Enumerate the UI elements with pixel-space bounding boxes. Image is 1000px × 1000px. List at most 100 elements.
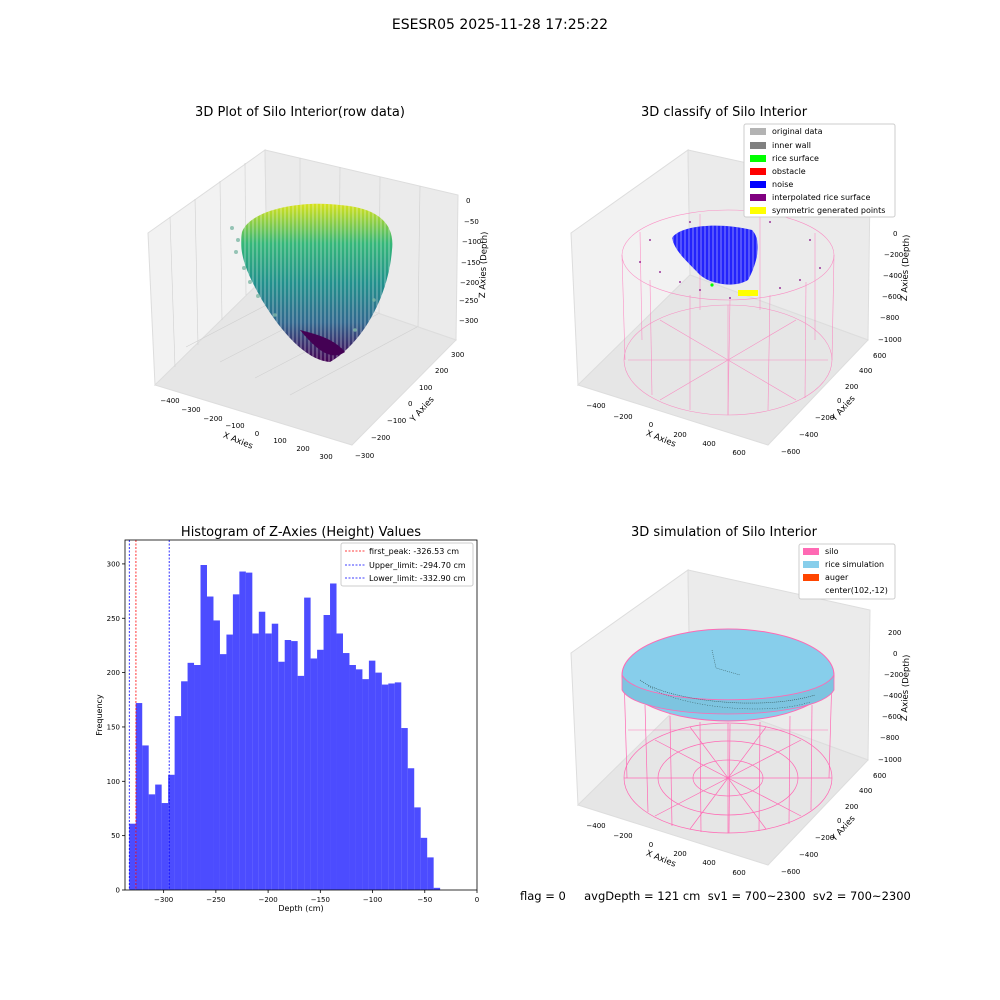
- svg-text:−200: −200: [613, 413, 632, 421]
- svg-text:0: 0: [837, 817, 841, 825]
- svg-text:−400: −400: [160, 397, 179, 405]
- x-tick-label: −150: [311, 896, 330, 904]
- classify-z-ticks: 0 −200 −400 −600 −800 −1000: [878, 230, 903, 344]
- x-tick-label: −100: [363, 896, 382, 904]
- simulation-rice-surface: [621, 628, 835, 722]
- histogram-bar: [252, 633, 259, 890]
- histogram-bar: [194, 665, 201, 890]
- histogram-bar: [342, 653, 350, 890]
- histogram-bar: [226, 634, 233, 890]
- svg-text:Upper_limit: -294.70 cm: Upper_limit: -294.70 cm: [369, 561, 466, 570]
- histogram-bar: [420, 837, 428, 890]
- svg-text:−400: −400: [883, 272, 902, 280]
- y-tick-label: 250: [107, 615, 120, 623]
- legend-swatch-auger: [803, 574, 819, 581]
- figure-title: ESESR05 2025-11-28 17:25:22: [391, 17, 609, 33]
- simulation-ylabel: Y Axies: [829, 813, 858, 844]
- svg-text:inner wall: inner wall: [772, 141, 811, 150]
- svg-text:0: 0: [837, 397, 841, 405]
- histogram-bar: [187, 662, 195, 890]
- histogram-bar: [271, 623, 279, 890]
- svg-text:0: 0: [255, 430, 259, 438]
- svg-text:auger: auger: [825, 573, 849, 582]
- svg-text:−200: −200: [884, 671, 903, 679]
- y-tick-label: 0: [116, 887, 120, 895]
- y-tick-label: 300: [107, 560, 120, 568]
- histogram-bar: [148, 794, 156, 890]
- histogram-bar: [291, 641, 298, 890]
- histogram-bar: [427, 857, 434, 890]
- svg-text:200: 200: [296, 445, 309, 453]
- svg-text:300: 300: [319, 453, 332, 461]
- svg-text:−100: −100: [225, 422, 244, 430]
- histogram-vlines: [128, 540, 170, 890]
- svg-text:600: 600: [732, 449, 745, 457]
- histogram-bar: [245, 572, 253, 890]
- svg-text:−200: −200: [460, 279, 479, 287]
- classify-legend: original data inner wall rice surface ob…: [743, 123, 896, 218]
- histogram-bar: [168, 774, 175, 890]
- svg-text:0: 0: [893, 650, 897, 658]
- svg-text:−800: −800: [880, 314, 899, 322]
- svg-text:−1000: −1000: [878, 336, 902, 344]
- svg-text:0: 0: [893, 230, 897, 238]
- raw-x-ticks: −400 −300 −200 −100 0 100 200 300: [160, 397, 332, 461]
- svg-text:400: 400: [702, 440, 715, 448]
- svg-text:−1000: −1000: [878, 756, 902, 764]
- legend-swatch-noise: [750, 181, 766, 188]
- svg-text:silo: silo: [825, 547, 839, 556]
- histogram-bar: [310, 658, 318, 890]
- histogram-xlabel: Depth (cm): [278, 904, 323, 913]
- classify-noise-points: [672, 225, 758, 285]
- histogram-bar: [362, 679, 369, 890]
- x-tick-label: −300: [154, 896, 173, 904]
- svg-text:−800: −800: [880, 734, 899, 742]
- classify-zlabel: Z Axies (Depth): [900, 234, 912, 301]
- svg-text:−150: −150: [461, 259, 480, 267]
- x-tick-label: −50: [417, 896, 432, 904]
- svg-text:−400: −400: [586, 822, 605, 830]
- svg-text:noise: noise: [772, 180, 793, 189]
- histogram-bar: [200, 565, 207, 890]
- simulation-legend: silo rice simulation auger center(102,-1…: [798, 543, 896, 600]
- raw-zlabel: Z Axies (Depth): [478, 231, 490, 298]
- histogram-bar: [323, 615, 331, 890]
- svg-text:100: 100: [273, 437, 286, 445]
- svg-text:300: 300: [451, 351, 464, 359]
- svg-text:−400: −400: [799, 431, 818, 439]
- histogram-bar: [142, 745, 149, 890]
- simulation-y-ticks: −600 −400 −200 0 200 400 600: [781, 772, 886, 876]
- histogram-bar: [232, 594, 240, 890]
- histogram-bar: [375, 672, 382, 890]
- x-tick-label: −200: [258, 896, 277, 904]
- classify-y-ticks: −600 −400 −200 0 200 400 600: [781, 352, 886, 456]
- histogram-bar: [433, 887, 441, 890]
- histogram-bar: [394, 682, 402, 890]
- svg-text:−100: −100: [387, 417, 406, 425]
- histogram-bar: [381, 684, 389, 890]
- histogram-bar: [317, 649, 324, 890]
- svg-text:obstacle: obstacle: [772, 167, 806, 176]
- svg-text:0: 0: [649, 421, 653, 429]
- histogram-bar: [414, 807, 421, 890]
- svg-text:0: 0: [466, 197, 470, 205]
- histogram-bar: [284, 640, 292, 890]
- histogram-title: Histogram of Z-Axies (Height) Values: [181, 525, 421, 540]
- classify-rice-surface-points: [710, 283, 714, 287]
- svg-text:−600: −600: [882, 713, 901, 721]
- svg-text:100: 100: [419, 384, 432, 392]
- svg-text:600: 600: [732, 869, 745, 877]
- histogram-bar: [265, 633, 272, 890]
- raw-z-ticks: 0 −50 −100 −150 −200 −250 −300: [459, 197, 481, 325]
- svg-text:600: 600: [873, 772, 886, 780]
- svg-text:−200: −200: [815, 414, 834, 422]
- svg-text:Lower_limit: -332.90 cm: Lower_limit: -332.90 cm: [369, 574, 466, 583]
- svg-text:−50: −50: [464, 218, 479, 226]
- simulation-zlabel: Z Axies (Depth): [900, 654, 912, 721]
- classify-silo-wireframe: [621, 209, 835, 416]
- svg-text:original data: original data: [772, 127, 823, 136]
- simulation-z-ticks: 200 0 −200 −400 −600 −800 −1000: [878, 629, 903, 764]
